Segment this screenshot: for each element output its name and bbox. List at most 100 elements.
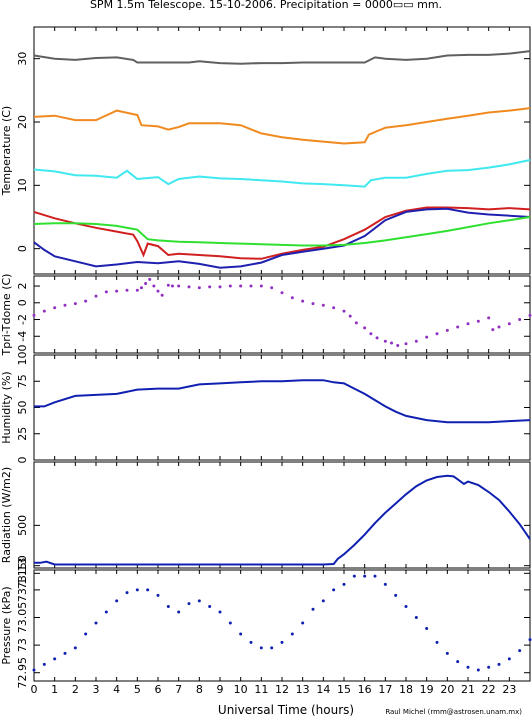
data-point [321, 303, 325, 307]
data-point [160, 293, 164, 297]
series-line [33, 207, 531, 269]
x-tick-label: 19 [420, 683, 434, 696]
y-tick-label: 30 [16, 52, 29, 66]
x-tick-label: 21 [461, 683, 475, 696]
data-point [125, 288, 129, 292]
y-tick-label: -4 [16, 331, 29, 342]
temperature-series-2 [33, 159, 531, 188]
data-point [414, 339, 418, 343]
temperature-series-3 [33, 206, 531, 260]
data-point [218, 285, 222, 289]
temperature-series-0 [33, 50, 531, 65]
data-point [435, 640, 439, 644]
data-point [487, 665, 491, 669]
x-tick-label: 4 [113, 683, 120, 696]
data-point [156, 289, 160, 293]
data-point [32, 313, 36, 317]
series-line [34, 379, 531, 424]
series-line [33, 50, 531, 65]
data-point [53, 306, 57, 310]
data-point [445, 328, 449, 332]
data-point [42, 662, 46, 666]
y-tick-label: 0 [16, 457, 29, 464]
data-point [363, 326, 367, 330]
pressure-y-label: Pressure (kPa) [0, 586, 13, 664]
data-point [32, 668, 36, 672]
data-point [404, 342, 408, 346]
data-point [84, 299, 88, 303]
x-tick-label: 11 [254, 683, 268, 696]
data-point [152, 284, 156, 288]
y-tick-label: 100 [16, 345, 29, 366]
data-point [425, 627, 429, 631]
data-point [156, 593, 160, 597]
temperature-panel: 0 10 20 30 Temperature (C) [0, 26, 531, 275]
y-tick-label: 25 [16, 427, 29, 441]
data-point [383, 582, 387, 586]
y-tick-label: 0 [16, 299, 29, 306]
x-tick-label: 6 [155, 683, 162, 696]
y-tick-label: 10 [16, 178, 29, 192]
data-point [208, 604, 212, 608]
data-point [53, 657, 57, 661]
data-point [94, 621, 98, 625]
x-tick-label: 20 [440, 683, 454, 696]
data-point [166, 283, 170, 287]
y-tick-label: 73.1 [16, 578, 29, 603]
data-point [373, 574, 377, 578]
temperature-series-1 [33, 107, 531, 145]
data-point [280, 640, 284, 644]
x-axis-label: Universal Time (hours) [218, 703, 354, 717]
series-line [34, 474, 531, 566]
data-point [363, 574, 367, 578]
data-point [456, 660, 460, 664]
data-point [375, 336, 379, 340]
data-point [311, 302, 315, 306]
humidity-y-label: Humidity (%) [0, 371, 13, 443]
data-point [497, 325, 501, 329]
data-point [270, 286, 274, 290]
data-point [249, 284, 253, 288]
data-point [218, 610, 222, 614]
pressure-series-0 [32, 574, 532, 672]
data-point [144, 282, 148, 286]
x-tick-label: 16 [358, 683, 372, 696]
data-point [497, 662, 501, 666]
data-point [197, 599, 201, 603]
data-point [208, 285, 212, 289]
data-point [414, 615, 418, 619]
data-point [187, 602, 191, 606]
radiation-y-label: Radiation (W/m2) [0, 467, 13, 563]
data-point [84, 632, 88, 636]
x-tick-label: 17 [378, 683, 392, 696]
x-tick-label: 12 [275, 683, 289, 696]
data-point [332, 306, 336, 310]
data-point [476, 668, 480, 672]
y-tick-label: 73.13 [16, 558, 29, 590]
data-point [342, 309, 346, 313]
humidity-series-0 [34, 379, 531, 424]
y-tick-label: 20 [16, 115, 29, 129]
data-point [369, 332, 373, 336]
data-point [228, 284, 232, 288]
y-tick-label: 0 [16, 245, 29, 252]
data-point [187, 285, 191, 289]
data-point [270, 646, 274, 650]
data-point [239, 632, 243, 636]
x-tick-label: 18 [399, 683, 413, 696]
data-point [425, 335, 429, 339]
data-point [290, 632, 294, 636]
data-point [146, 588, 150, 592]
x-tick-label: 8 [196, 683, 203, 696]
x-tick-label: 10 [234, 683, 248, 696]
series-line [33, 206, 531, 260]
data-point [390, 341, 394, 345]
data-point [259, 646, 263, 650]
data-point [135, 288, 139, 292]
data-point [239, 284, 243, 288]
y-tick-label: 75 [16, 374, 29, 388]
data-point [487, 316, 491, 320]
data-point [135, 588, 139, 592]
data-point [104, 610, 108, 614]
